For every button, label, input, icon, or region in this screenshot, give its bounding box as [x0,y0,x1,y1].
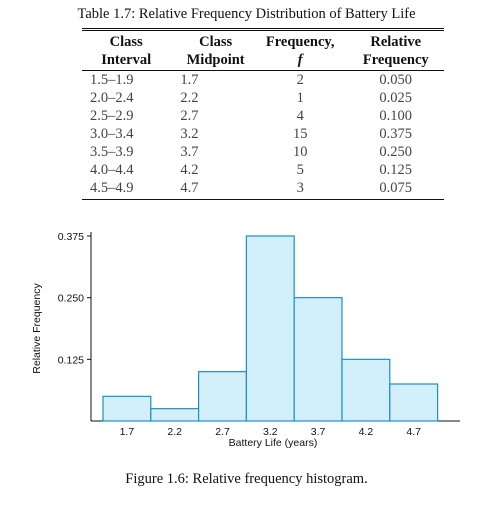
cell-frequency: 10 [292,144,308,160]
histogram-bar [102,395,152,422]
x-tick-label: 3.2 [263,426,278,438]
cell-relative-frequency: 0.075 [347,179,444,200]
cell-class-interval: 2.0–2.4 [90,90,134,106]
header-class-midpoint-line2: Midpoint [164,51,253,71]
cell-class-midpoint: 2.7 [180,108,199,124]
cell-frequency: 3 [252,179,348,200]
cell-class-midpoint: 1.7 [180,72,199,88]
cell-relative-frequency: 0.025 [379,90,413,106]
cell-class-midpoint: 3.7 [180,144,199,160]
histogram-bar [389,383,439,422]
x-tick-label: 2.7 [215,426,230,438]
table-row: 3.5–3.9 3.7 10 0.250 [82,143,444,161]
histogram-bar [341,358,391,422]
x-tick-label: 4.7 [406,426,421,438]
x-tick-label: 1.7 [120,426,135,438]
x-tick-label: 3.7 [311,426,326,438]
histogram-bar [150,408,200,422]
cell-class-midpoint: 3.2 [180,126,199,142]
table-row: 4.5–4.9 4.7 3 0.075 [82,179,444,200]
cell-relative-frequency: 0.250 [379,144,413,160]
y-tick-label: 0.125 [58,354,84,366]
header-class-midpoint-line1: Class [164,28,253,51]
cell-class-interval: 4.0–4.4 [90,162,134,178]
header-relative-frequency-line2: Frequency [347,51,444,71]
cell-class-midpoint: 2.2 [180,90,199,106]
cell-class-interval: 3.5–3.9 [90,144,134,160]
cell-class-midpoint: 4.2 [180,162,199,178]
cell-class-interval: 2.5–2.9 [90,108,134,124]
table-caption: Table 1.7: Relative Frequency Distributi… [77,6,416,22]
cell-relative-frequency: 0.375 [379,126,413,142]
cell-frequency: 1 [296,90,304,106]
header-frequency-line1: Frequency, [252,28,348,51]
x-axis-label: Battery Life (years) [229,437,318,449]
x-tick-label: 2.2 [167,426,182,438]
cell-class-interval: 1.5–1.9 [90,72,134,88]
histogram-bar [245,235,295,422]
histogram-bar [293,297,343,422]
table-header-row: Class Class Frequency, Relative [82,28,444,51]
cell-class-interval: 4.5–4.9 [82,179,165,200]
header-relative-frequency-line1: Relative [347,28,444,51]
table-header-row: Interval Midpoint f Frequency [82,51,444,71]
header-frequency-line2: f [252,51,348,71]
cell-class-midpoint: 4.7 [164,179,253,200]
table-row: 2.0–2.4 2.2 1 0.025 [82,89,444,107]
table-row: 2.5–2.9 2.7 4 0.100 [82,107,444,125]
histogram-bar [198,371,248,422]
cell-relative-frequency: 0.050 [379,72,413,88]
cell-frequency: 5 [296,162,304,178]
cell-frequency: 15 [292,126,308,142]
header-class-interval-line1: Class [82,28,165,51]
y-tick-label: 0.375 [58,231,84,243]
table-row: 3.0–3.4 3.2 15 0.375 [82,125,444,143]
cell-class-interval: 3.0–3.4 [90,126,134,142]
cell-frequency: 4 [296,108,304,124]
y-tick-label: 0.250 [58,293,84,305]
cell-relative-frequency: 0.125 [379,162,413,178]
table-row: 1.5–1.9 1.7 2 0.050 [82,71,444,90]
cell-relative-frequency: 0.100 [379,108,413,124]
cell-frequency: 2 [296,72,304,88]
figure-caption: Figure 1.6: Relative frequency histogram… [125,471,368,487]
x-tick-label: 4.2 [359,426,374,438]
frequency-table: Class Class Frequency, Relative Interval… [82,28,444,200]
y-axis-label: Relative Frequency [31,283,43,374]
header-class-interval-line2: Interval [82,51,165,71]
table-row: 4.0–4.4 4.2 5 0.125 [82,161,444,179]
